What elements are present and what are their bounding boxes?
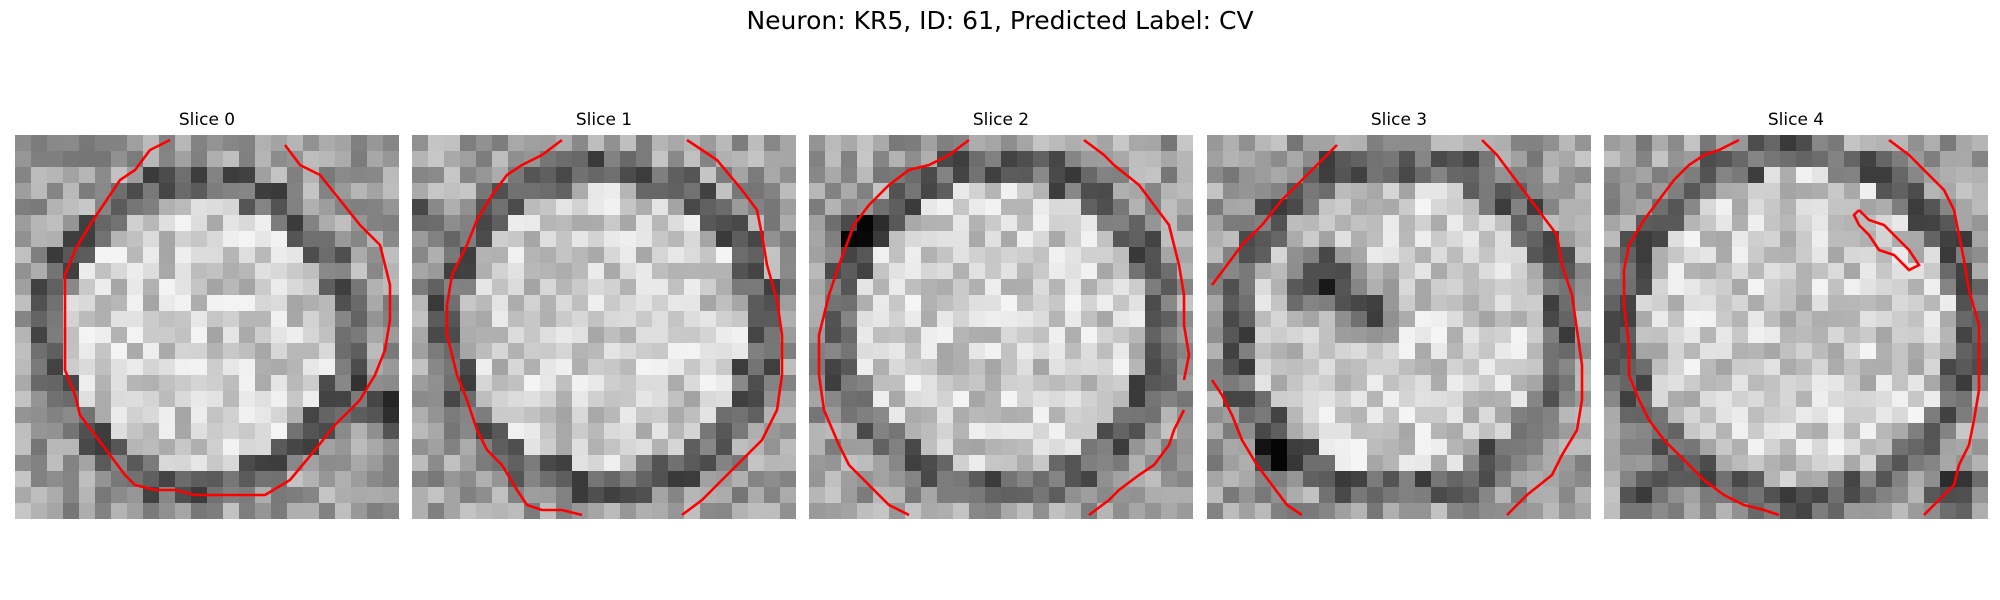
contour-line <box>1210 379 1303 517</box>
contour-line <box>681 138 784 517</box>
slice-panel-1: Slice 1 <box>412 108 796 519</box>
contour-line <box>1888 138 1981 516</box>
contour-line <box>1481 139 1584 516</box>
contour-line <box>817 138 970 517</box>
slice-image-2 <box>809 135 1193 519</box>
contour-line <box>445 138 583 517</box>
slice-image-4 <box>1604 135 1988 519</box>
figure-title: Neuron: KR5, ID: 61, Predicted Label: CV <box>746 6 1254 35</box>
slice-panel-0: Slice 0 <box>15 108 399 519</box>
slice-title-0: Slice 0 <box>178 110 236 130</box>
slice-title-3: Slice 3 <box>1370 110 1428 130</box>
contour-line <box>63 138 392 497</box>
slice-panel-3: Slice 3 <box>1207 108 1591 519</box>
slice-image-1 <box>412 135 796 519</box>
slice-title-2: Slice 2 <box>972 110 1030 130</box>
contour-line <box>1210 144 1338 286</box>
contour-line <box>1083 138 1191 381</box>
contour-line <box>1852 209 1921 272</box>
slice-panel-2: Slice 2 <box>809 108 1193 519</box>
slice-image-0 <box>15 135 399 519</box>
slice-title-4: Slice 4 <box>1767 110 1825 130</box>
slice-title-1: Slice 1 <box>575 110 633 130</box>
contour-line <box>1622 138 1780 517</box>
slice-image-3 <box>1207 135 1591 519</box>
slice-panel-4: Slice 4 <box>1604 108 1988 519</box>
contour-line <box>1088 409 1186 517</box>
